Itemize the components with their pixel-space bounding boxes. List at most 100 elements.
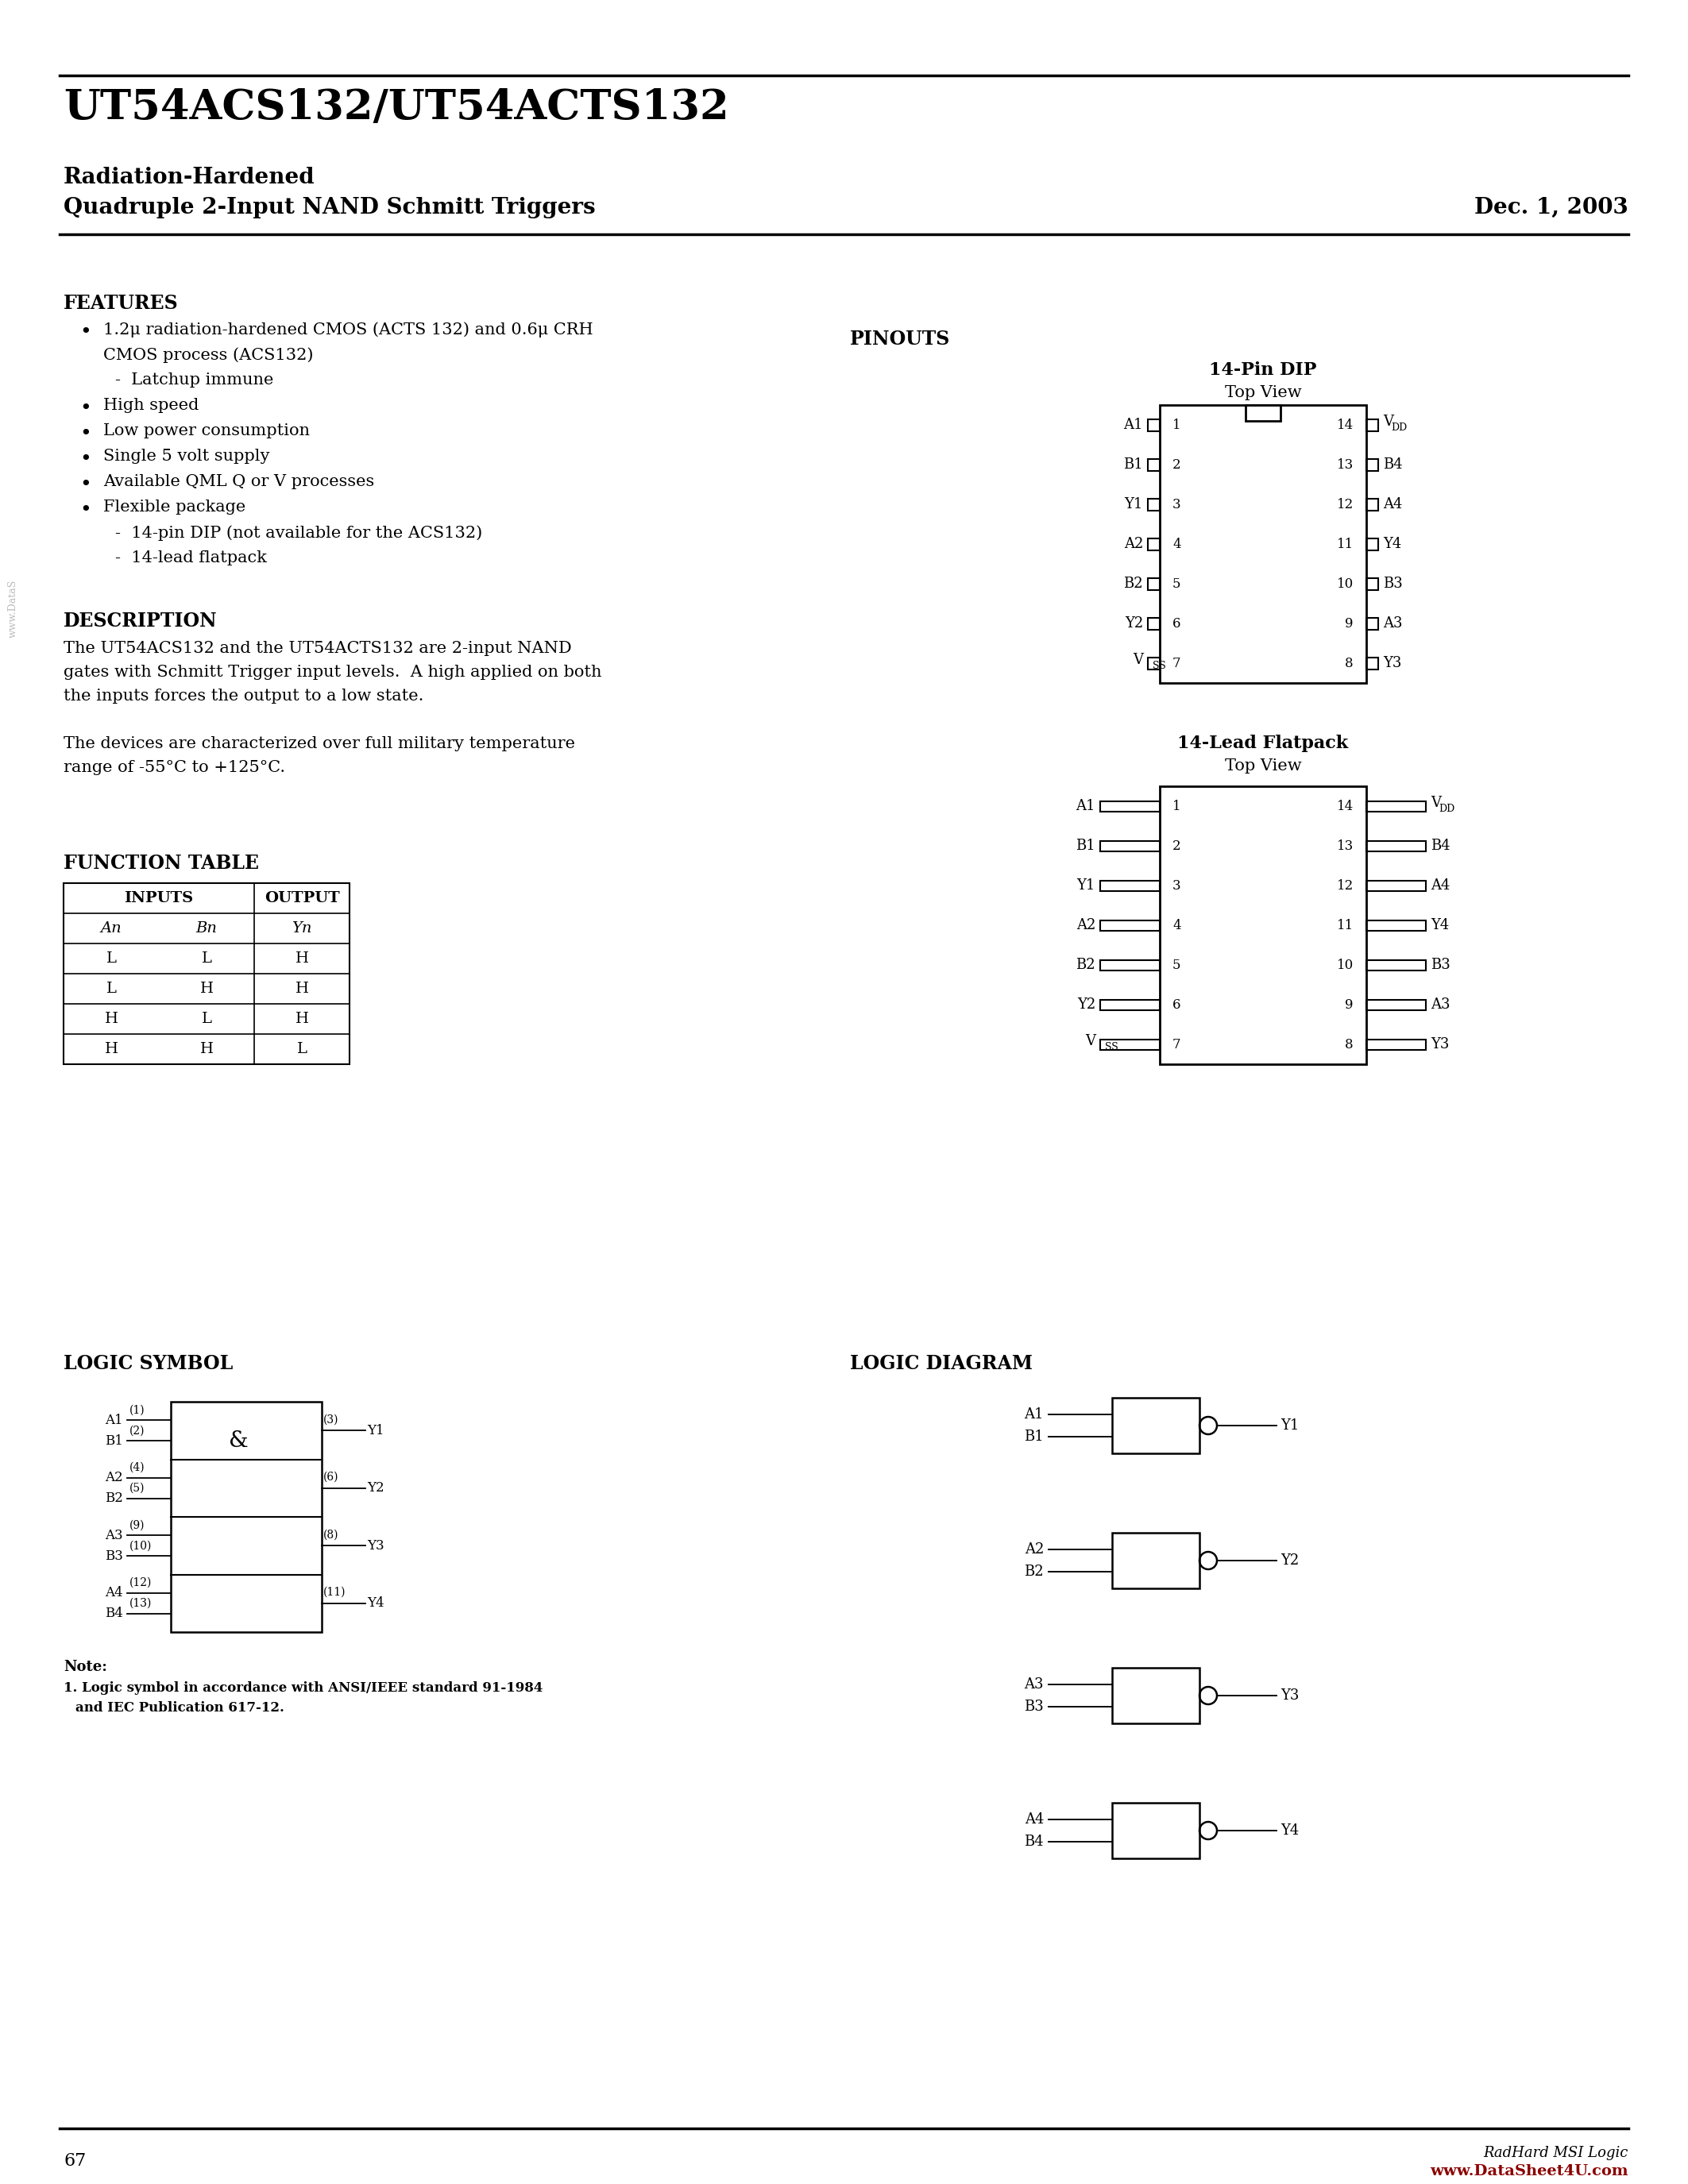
Text: Y4: Y4 (366, 1597, 385, 1610)
Text: 1: 1 (1173, 799, 1182, 812)
Text: Y4: Y4 (1431, 917, 1448, 933)
Text: 12: 12 (1337, 498, 1354, 511)
Text: 14: 14 (1337, 799, 1354, 812)
Text: UT54ACS132/UT54ACTS132: UT54ACS132/UT54ACTS132 (64, 87, 729, 129)
Text: V: V (1431, 795, 1442, 810)
Text: H: H (295, 981, 309, 996)
Text: 4: 4 (1173, 919, 1182, 933)
Bar (1160, 404, 1366, 684)
Text: -  Latchup immune: - Latchup immune (115, 373, 273, 387)
Text: 9: 9 (1345, 998, 1354, 1011)
Text: www.DataSheet4U.com: www.DataSheet4U.com (1430, 2164, 1629, 2177)
Bar (1366, 841, 1426, 852)
Text: Single 5 volt supply: Single 5 volt supply (103, 448, 270, 463)
Text: A1: A1 (105, 1413, 123, 1426)
Text: B1: B1 (105, 1435, 123, 1448)
Text: 5: 5 (1173, 577, 1182, 590)
Bar (1366, 498, 1377, 511)
Text: A2: A2 (1025, 1542, 1043, 1557)
Bar (1366, 919, 1426, 930)
Bar (1366, 579, 1377, 590)
Text: H: H (199, 981, 213, 996)
Text: A1: A1 (1075, 799, 1096, 812)
Text: •: • (79, 450, 91, 470)
Text: 2: 2 (1173, 839, 1182, 852)
Text: Y3: Y3 (1281, 1688, 1300, 1704)
Text: Y2: Y2 (366, 1481, 385, 1494)
Text: Y4: Y4 (1281, 1824, 1300, 1837)
Text: H: H (105, 1042, 118, 1057)
Bar (1366, 1000, 1426, 1009)
Text: B2: B2 (1025, 1564, 1043, 1579)
Text: •: • (79, 500, 91, 520)
Text: range of -55°C to +125°C.: range of -55°C to +125°C. (64, 760, 285, 775)
Text: Y1: Y1 (366, 1424, 385, 1437)
Text: 1: 1 (1173, 417, 1182, 432)
Text: •: • (79, 476, 91, 494)
Text: Y2: Y2 (1281, 1553, 1300, 1568)
Text: LOGIC DIAGRAM: LOGIC DIAGRAM (851, 1354, 1033, 1374)
Text: Y3: Y3 (1382, 655, 1401, 670)
Text: B3: B3 (1382, 577, 1403, 592)
Text: OUTPUT: OUTPUT (265, 891, 339, 906)
Text: 7: 7 (1173, 657, 1182, 670)
Text: L: L (201, 1011, 211, 1026)
Text: SS: SS (1153, 660, 1166, 670)
Text: Y4: Y4 (1382, 537, 1401, 550)
Text: A2: A2 (1075, 917, 1096, 933)
Bar (1101, 959, 1160, 970)
Text: B1: B1 (1124, 456, 1143, 472)
Text: B1: B1 (1075, 839, 1096, 854)
Text: Y1: Y1 (1281, 1417, 1300, 1433)
Bar (1148, 618, 1160, 629)
Bar (1160, 786, 1366, 1064)
Text: 3: 3 (1173, 498, 1182, 511)
Bar (1366, 1040, 1426, 1051)
Text: (3): (3) (324, 1413, 339, 1424)
Text: 3: 3 (1173, 878, 1182, 893)
Text: Flexible package: Flexible package (103, 500, 246, 515)
Text: PINOUTS: PINOUTS (851, 330, 950, 349)
Text: 13: 13 (1337, 839, 1354, 852)
Text: Y1: Y1 (1124, 498, 1143, 511)
Text: A4: A4 (1382, 498, 1403, 511)
Text: B1: B1 (1025, 1431, 1043, 1444)
Bar (1148, 459, 1160, 470)
Text: A1: A1 (1025, 1406, 1043, 1422)
Text: H: H (105, 1011, 118, 1026)
Bar (1366, 618, 1377, 629)
Bar (1148, 537, 1160, 550)
Bar (1148, 579, 1160, 590)
Text: Dec. 1, 2003: Dec. 1, 2003 (1475, 197, 1629, 218)
Text: (11): (11) (324, 1586, 346, 1599)
Text: and IEC Publication 617-12.: and IEC Publication 617-12. (76, 1701, 284, 1714)
Text: The devices are characterized over full military temperature: The devices are characterized over full … (64, 736, 576, 751)
Text: LOGIC SYMBOL: LOGIC SYMBOL (64, 1354, 233, 1374)
Bar (1101, 1000, 1160, 1009)
Text: 8: 8 (1345, 1037, 1354, 1051)
Text: B2: B2 (1124, 577, 1143, 592)
Text: 2: 2 (1173, 459, 1182, 472)
Text: A4: A4 (105, 1586, 123, 1599)
Text: A3: A3 (1382, 616, 1403, 631)
Bar (1112, 1669, 1200, 1723)
Bar (1112, 1802, 1200, 1859)
Text: B2: B2 (1075, 959, 1096, 972)
Text: Y2: Y2 (1077, 998, 1096, 1011)
Text: B2: B2 (105, 1492, 123, 1505)
Text: 7: 7 (1173, 1037, 1182, 1051)
Text: H: H (295, 1011, 309, 1026)
Text: A4: A4 (1431, 878, 1450, 893)
Text: Bn: Bn (196, 922, 218, 935)
Text: An: An (101, 922, 122, 935)
Bar (1366, 459, 1377, 470)
Text: DD: DD (1391, 422, 1408, 432)
Bar (1112, 1398, 1200, 1452)
Text: B4: B4 (1431, 839, 1450, 854)
Text: V: V (1133, 653, 1143, 666)
Text: INPUTS: INPUTS (125, 891, 194, 906)
Text: Y3: Y3 (366, 1540, 385, 1553)
Text: V: V (1085, 1033, 1096, 1048)
Text: CMOS process (ACS132): CMOS process (ACS132) (103, 347, 314, 363)
Text: High speed: High speed (103, 397, 199, 413)
